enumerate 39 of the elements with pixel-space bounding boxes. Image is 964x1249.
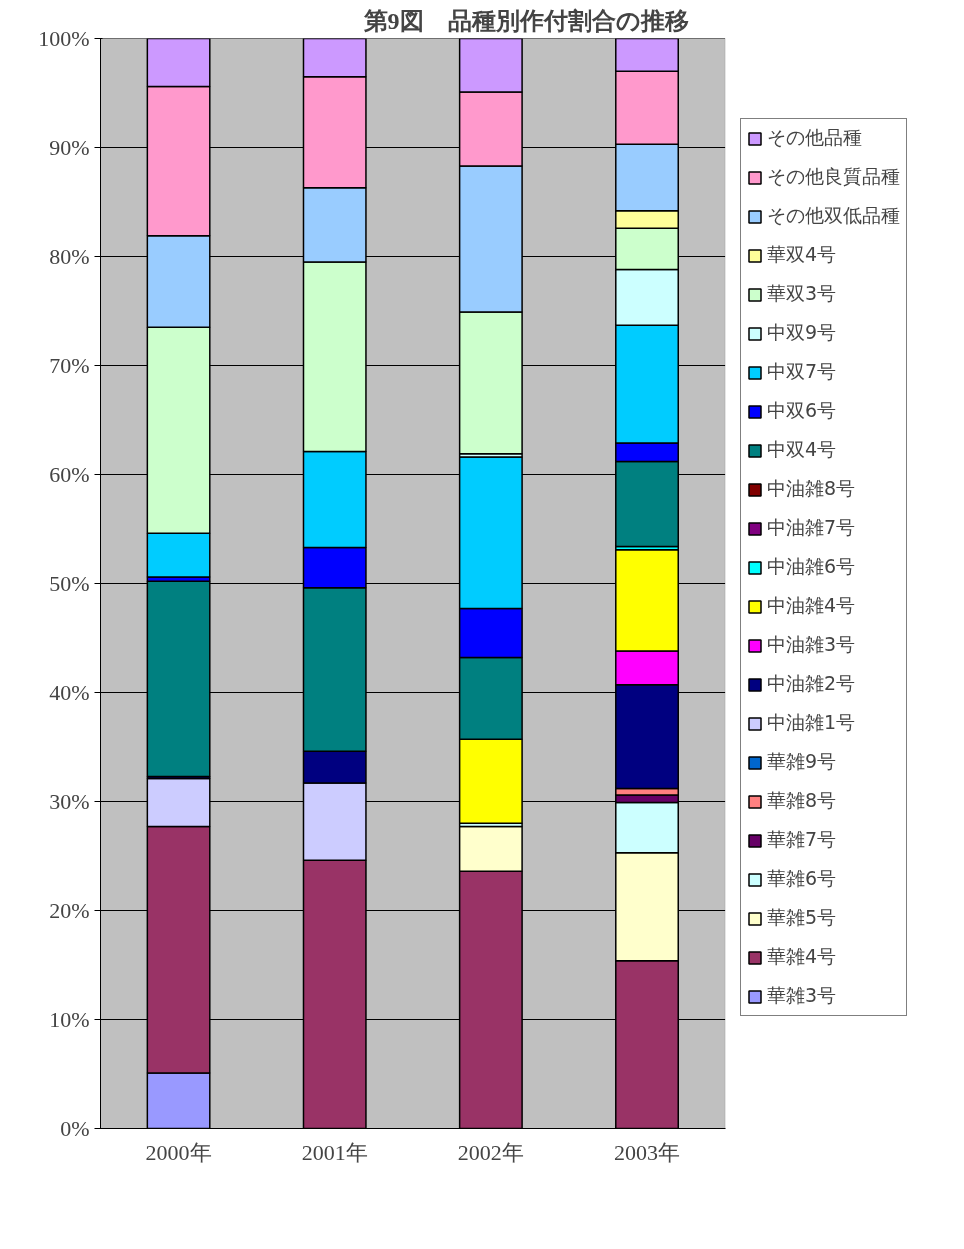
legend-label: 華雑3号	[767, 983, 837, 1008]
legend-label: 中油雑1号	[767, 710, 856, 735]
legend-label: 中油雑2号	[767, 671, 856, 696]
legend-label: 華雑7号	[767, 827, 837, 852]
y-tick-label: 40%	[49, 680, 90, 705]
legend-label: 中双7号	[767, 359, 837, 384]
y-tick-label: 100%	[38, 26, 90, 51]
legend-label: 華雑8号	[767, 788, 837, 813]
legend-label: 中油雑4号	[767, 593, 856, 618]
legend-label: 華雑6号	[767, 866, 837, 891]
legend-label: 中双9号	[767, 320, 837, 345]
legend-label: 中双6号	[767, 398, 837, 423]
legend-label: 中油雑3号	[767, 632, 856, 657]
legend-label: 中双4号	[767, 437, 837, 462]
legend-label: 華双4号	[767, 242, 837, 267]
x-tick-label: 2002年	[457, 1139, 524, 1165]
legend-label: 華双3号	[767, 281, 837, 306]
y-tick-label: 10%	[49, 1007, 90, 1032]
y-tick-label: 0%	[60, 1116, 90, 1141]
legend-label: その他品種	[767, 125, 862, 150]
y-tick-label: 30%	[49, 789, 90, 814]
y-tick-label: 80%	[49, 244, 90, 269]
y-tick-label: 90%	[49, 135, 90, 160]
legend-label: 華雑4号	[767, 944, 837, 969]
y-tick-label: 20%	[49, 898, 90, 923]
legend-label: 中油雑8号	[767, 476, 856, 501]
legend-label: 華雑9号	[767, 749, 837, 774]
legend-label: 中油雑6号	[767, 554, 856, 579]
chart-title: 第9図 品種別作付割合の推移	[362, 7, 689, 34]
legend-label: その他双低品種	[767, 203, 900, 228]
y-tick-label: 70%	[49, 353, 90, 378]
y-tick-label: 60%	[49, 462, 90, 487]
y-tick-label: 50%	[49, 571, 90, 596]
x-tick-label: 2000年	[145, 1139, 212, 1165]
x-tick-label: 2001年	[301, 1139, 368, 1165]
x-tick-label: 2003年	[614, 1139, 681, 1165]
legend-label: 中油雑7号	[767, 515, 856, 540]
legend-label: その他良質品種	[767, 164, 900, 189]
legend-label: 華雑5号	[767, 905, 837, 930]
